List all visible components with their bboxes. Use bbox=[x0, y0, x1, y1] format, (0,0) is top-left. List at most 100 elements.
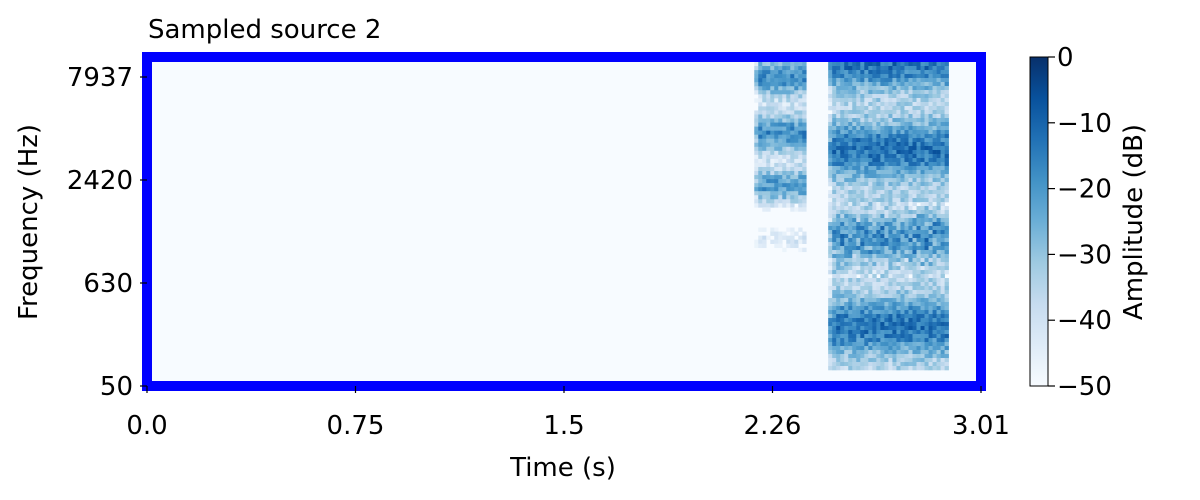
spectrogram-cell bbox=[762, 62, 767, 67]
spectrogram-cell bbox=[766, 126, 771, 131]
spectrogram-cell bbox=[896, 250, 901, 255]
spectrogram-cell bbox=[884, 102, 889, 107]
spectrogram-cell bbox=[884, 210, 889, 215]
spectrogram-cell bbox=[900, 126, 905, 131]
spectrogram-cell bbox=[900, 362, 905, 367]
spectrogram-cell bbox=[828, 366, 833, 371]
spectrogram-cell bbox=[916, 318, 921, 323]
spectrogram-cell bbox=[864, 70, 869, 75]
spectrogram-cell bbox=[798, 114, 803, 119]
spectrogram-cell bbox=[908, 170, 913, 175]
spectrogram-cell bbox=[900, 162, 905, 167]
spectrogram-cell bbox=[786, 94, 791, 99]
spectrogram-cell bbox=[888, 234, 893, 239]
spectrogram-cell bbox=[852, 134, 857, 139]
spectrogram-cell bbox=[758, 138, 763, 144]
spectrogram-cell bbox=[782, 138, 787, 144]
spectrogram-cell bbox=[932, 258, 937, 263]
spectrogram-cell bbox=[944, 74, 949, 79]
spectrogram-cell bbox=[844, 270, 849, 275]
spectrogram-cell bbox=[794, 102, 799, 107]
spectrogram-cell bbox=[920, 186, 925, 191]
spectrogram-cell bbox=[936, 138, 941, 143]
spectrogram-cell bbox=[754, 82, 759, 87]
spectrogram-cell bbox=[864, 262, 869, 267]
spectrogram-cell bbox=[840, 250, 845, 255]
spectrogram-cell bbox=[856, 298, 861, 303]
spectrogram-cell bbox=[860, 282, 865, 287]
spectrogram-cell bbox=[900, 242, 905, 247]
spectrogram-cell bbox=[802, 90, 807, 95]
spectrogram-cell bbox=[892, 134, 897, 139]
spectrogram-cell bbox=[794, 183, 799, 188]
spectrogram-cell bbox=[880, 62, 885, 67]
spectrogram-cell bbox=[840, 310, 845, 315]
spectrogram-cell bbox=[856, 286, 861, 291]
spectrogram-cell bbox=[828, 234, 833, 239]
spectrogram-cell bbox=[860, 146, 865, 151]
spectrogram-cell bbox=[860, 74, 865, 79]
spectrogram-cell bbox=[884, 162, 889, 167]
spectrogram-cell bbox=[896, 246, 901, 251]
spectrogram-cell bbox=[868, 206, 873, 211]
spectrogram-cell bbox=[794, 175, 799, 180]
spectrogram-cell bbox=[868, 126, 873, 131]
spectrogram-cell bbox=[758, 114, 763, 119]
spectrogram-cell bbox=[892, 158, 897, 163]
spectrogram-cell bbox=[840, 182, 845, 187]
spectrogram-cell bbox=[840, 70, 845, 75]
spectrogram-cell bbox=[932, 218, 937, 223]
spectrogram-cell bbox=[912, 122, 917, 127]
spectrogram-cell bbox=[790, 66, 795, 71]
spectrogram-cell bbox=[778, 86, 783, 91]
spectrogram-cell bbox=[940, 202, 945, 207]
spectrogram-cell bbox=[896, 178, 901, 183]
spectrogram-cell bbox=[876, 194, 881, 199]
spectrogram-cell bbox=[864, 250, 869, 255]
spectrogram-cell bbox=[864, 82, 869, 87]
spectrogram-cell bbox=[762, 203, 767, 208]
spectrogram-cell bbox=[912, 186, 917, 191]
spectrogram-cell bbox=[940, 174, 945, 179]
spectrogram-cell bbox=[936, 262, 941, 267]
spectrogram-cell bbox=[944, 210, 949, 215]
spectrogram-cell bbox=[766, 162, 771, 168]
spectrogram-cell bbox=[876, 278, 881, 283]
spectrogram-cell bbox=[932, 310, 937, 315]
spectrogram-cell bbox=[928, 130, 933, 135]
spectrogram-cell bbox=[848, 346, 853, 351]
spectrogram-cell bbox=[836, 218, 841, 223]
spectrogram-cell bbox=[884, 350, 889, 355]
spectrogram-cell bbox=[928, 90, 933, 95]
spectrogram-cell bbox=[896, 218, 901, 223]
spectrogram-cell bbox=[896, 62, 901, 67]
spectrogram-cell bbox=[790, 82, 795, 87]
spectrogram-cell bbox=[880, 266, 885, 271]
spectrogram-cell bbox=[872, 70, 877, 75]
spectrogram-cell bbox=[828, 134, 833, 139]
spectrogram-cell bbox=[904, 138, 909, 143]
spectrogram-cell bbox=[876, 142, 881, 147]
spectrogram-cell bbox=[860, 178, 865, 183]
spectrogram-cell bbox=[908, 234, 913, 239]
spectrogram-cell bbox=[916, 206, 921, 211]
spectrogram-cell bbox=[774, 146, 779, 152]
spectrogram-cell bbox=[836, 306, 841, 311]
spectrogram-cell bbox=[880, 330, 885, 335]
spectrogram-cell bbox=[840, 302, 845, 307]
spectrogram-cell bbox=[832, 298, 837, 303]
spectrogram-cell bbox=[848, 306, 853, 311]
spectrogram-cell bbox=[786, 134, 791, 140]
spectrogram-cell bbox=[790, 102, 795, 107]
spectrogram-cell bbox=[860, 110, 865, 115]
spectrogram-cell bbox=[928, 102, 933, 107]
spectrogram-cell bbox=[940, 114, 945, 119]
spectrogram-cell bbox=[828, 138, 833, 143]
spectrogram-cell bbox=[828, 346, 833, 351]
spectrogram-cell bbox=[904, 254, 909, 259]
spectrogram-cell bbox=[900, 166, 905, 171]
spectrogram-cell bbox=[860, 162, 865, 167]
spectrogram-cell bbox=[928, 106, 933, 111]
spectrogram-cell bbox=[778, 187, 783, 192]
spectrogram-cell bbox=[876, 358, 881, 363]
